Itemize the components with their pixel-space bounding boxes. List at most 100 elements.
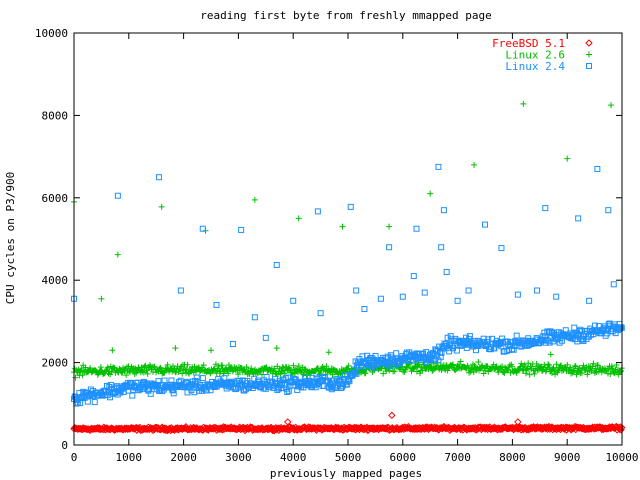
square-point <box>238 226 245 233</box>
x-axis-label: previously mapped pages <box>270 467 422 480</box>
diamond-point <box>284 418 292 426</box>
plus-point <box>344 365 351 372</box>
plus-point <box>457 358 464 365</box>
square-point <box>534 287 541 294</box>
plus-point <box>545 361 552 368</box>
square-point <box>466 333 473 340</box>
x-tick-label: 2000 <box>170 451 197 464</box>
plus-point <box>550 364 557 371</box>
plus-point <box>567 364 574 371</box>
x-tick-label: 9000 <box>554 451 581 464</box>
square-point <box>168 377 175 384</box>
square-point <box>454 297 461 304</box>
square-point <box>235 378 242 385</box>
plus-point <box>449 361 456 368</box>
plus-point <box>200 362 207 369</box>
square-point <box>435 163 442 170</box>
y-tick-label: 2000 <box>42 357 69 370</box>
square-point <box>465 287 472 294</box>
square-point <box>605 207 612 214</box>
square-point <box>542 205 549 212</box>
square-point <box>399 293 406 300</box>
square-point <box>177 287 184 294</box>
square-point <box>485 336 492 343</box>
square-point <box>294 387 301 394</box>
plus-point <box>325 349 332 356</box>
square-point <box>273 261 280 268</box>
square-point <box>155 174 162 181</box>
x-tick-label: 4000 <box>280 451 307 464</box>
plus-point <box>104 364 111 371</box>
plus-point <box>225 370 232 377</box>
square-point <box>155 378 162 385</box>
plus-point <box>471 161 478 168</box>
plus-point <box>482 367 489 374</box>
legend-label: FreeBSD 5.1 <box>492 37 565 50</box>
square-point <box>510 346 517 353</box>
square-point <box>386 244 393 251</box>
plus-point <box>618 368 625 375</box>
plus-point <box>339 223 346 230</box>
square-point <box>371 364 378 371</box>
x-tick-label: 1000 <box>116 451 143 464</box>
square-point <box>440 207 447 214</box>
plus-point <box>98 295 105 302</box>
plus-point <box>223 366 230 373</box>
square-point <box>421 289 428 296</box>
plus-point <box>590 360 597 367</box>
square-point <box>91 399 98 406</box>
square-point <box>438 349 445 356</box>
plus-point <box>97 364 104 371</box>
square-point <box>290 297 297 304</box>
y-tick-label: 6000 <box>42 192 69 205</box>
square-point <box>170 390 177 397</box>
plus-point <box>571 362 578 369</box>
square-point <box>397 359 404 366</box>
diamond-point <box>483 423 491 432</box>
plus-point <box>317 370 324 377</box>
square-point <box>413 225 420 232</box>
plus-point <box>522 370 529 377</box>
plus-point <box>323 363 330 370</box>
square-point <box>263 373 270 380</box>
plus-point <box>470 369 477 376</box>
y-tick-label: 4000 <box>42 274 69 287</box>
plus-point <box>520 100 527 107</box>
plus-point <box>564 361 571 368</box>
plus-point <box>413 368 420 375</box>
plus-point <box>127 369 134 376</box>
plus-point <box>539 367 546 374</box>
plus-point <box>525 360 532 367</box>
plus-point <box>547 351 554 358</box>
plus-point <box>609 365 616 372</box>
x-tick-label: 3000 <box>225 451 252 464</box>
plus-point <box>362 370 369 377</box>
x-tick-label: 0 <box>71 451 78 464</box>
square-point <box>410 273 417 280</box>
axis-ticks: 0 1000 2000 3000 4000 5000 6000 7000 8000 9000 100… <box>35 27 639 464</box>
legend-diamond-marker <box>585 39 593 47</box>
square-point <box>553 293 560 300</box>
plus-point <box>386 223 393 230</box>
square-point <box>147 390 154 397</box>
square-point <box>444 334 451 341</box>
plus-point <box>271 365 278 372</box>
square-point <box>514 291 521 298</box>
square-point <box>377 295 384 302</box>
square-point <box>159 388 166 395</box>
plus-point <box>144 370 151 377</box>
square-point <box>361 306 368 313</box>
plus-point <box>499 363 506 370</box>
x-tick-label: 5000 <box>335 451 362 464</box>
plus-point <box>611 370 618 377</box>
plus-point <box>444 367 451 374</box>
diamond-point <box>388 411 396 420</box>
square-point <box>364 362 371 369</box>
plus-point <box>290 362 297 369</box>
diamond-point <box>274 424 282 432</box>
data-points <box>70 100 626 435</box>
plus-point <box>164 361 171 368</box>
plus-point <box>295 215 302 222</box>
plus-point <box>273 345 280 352</box>
